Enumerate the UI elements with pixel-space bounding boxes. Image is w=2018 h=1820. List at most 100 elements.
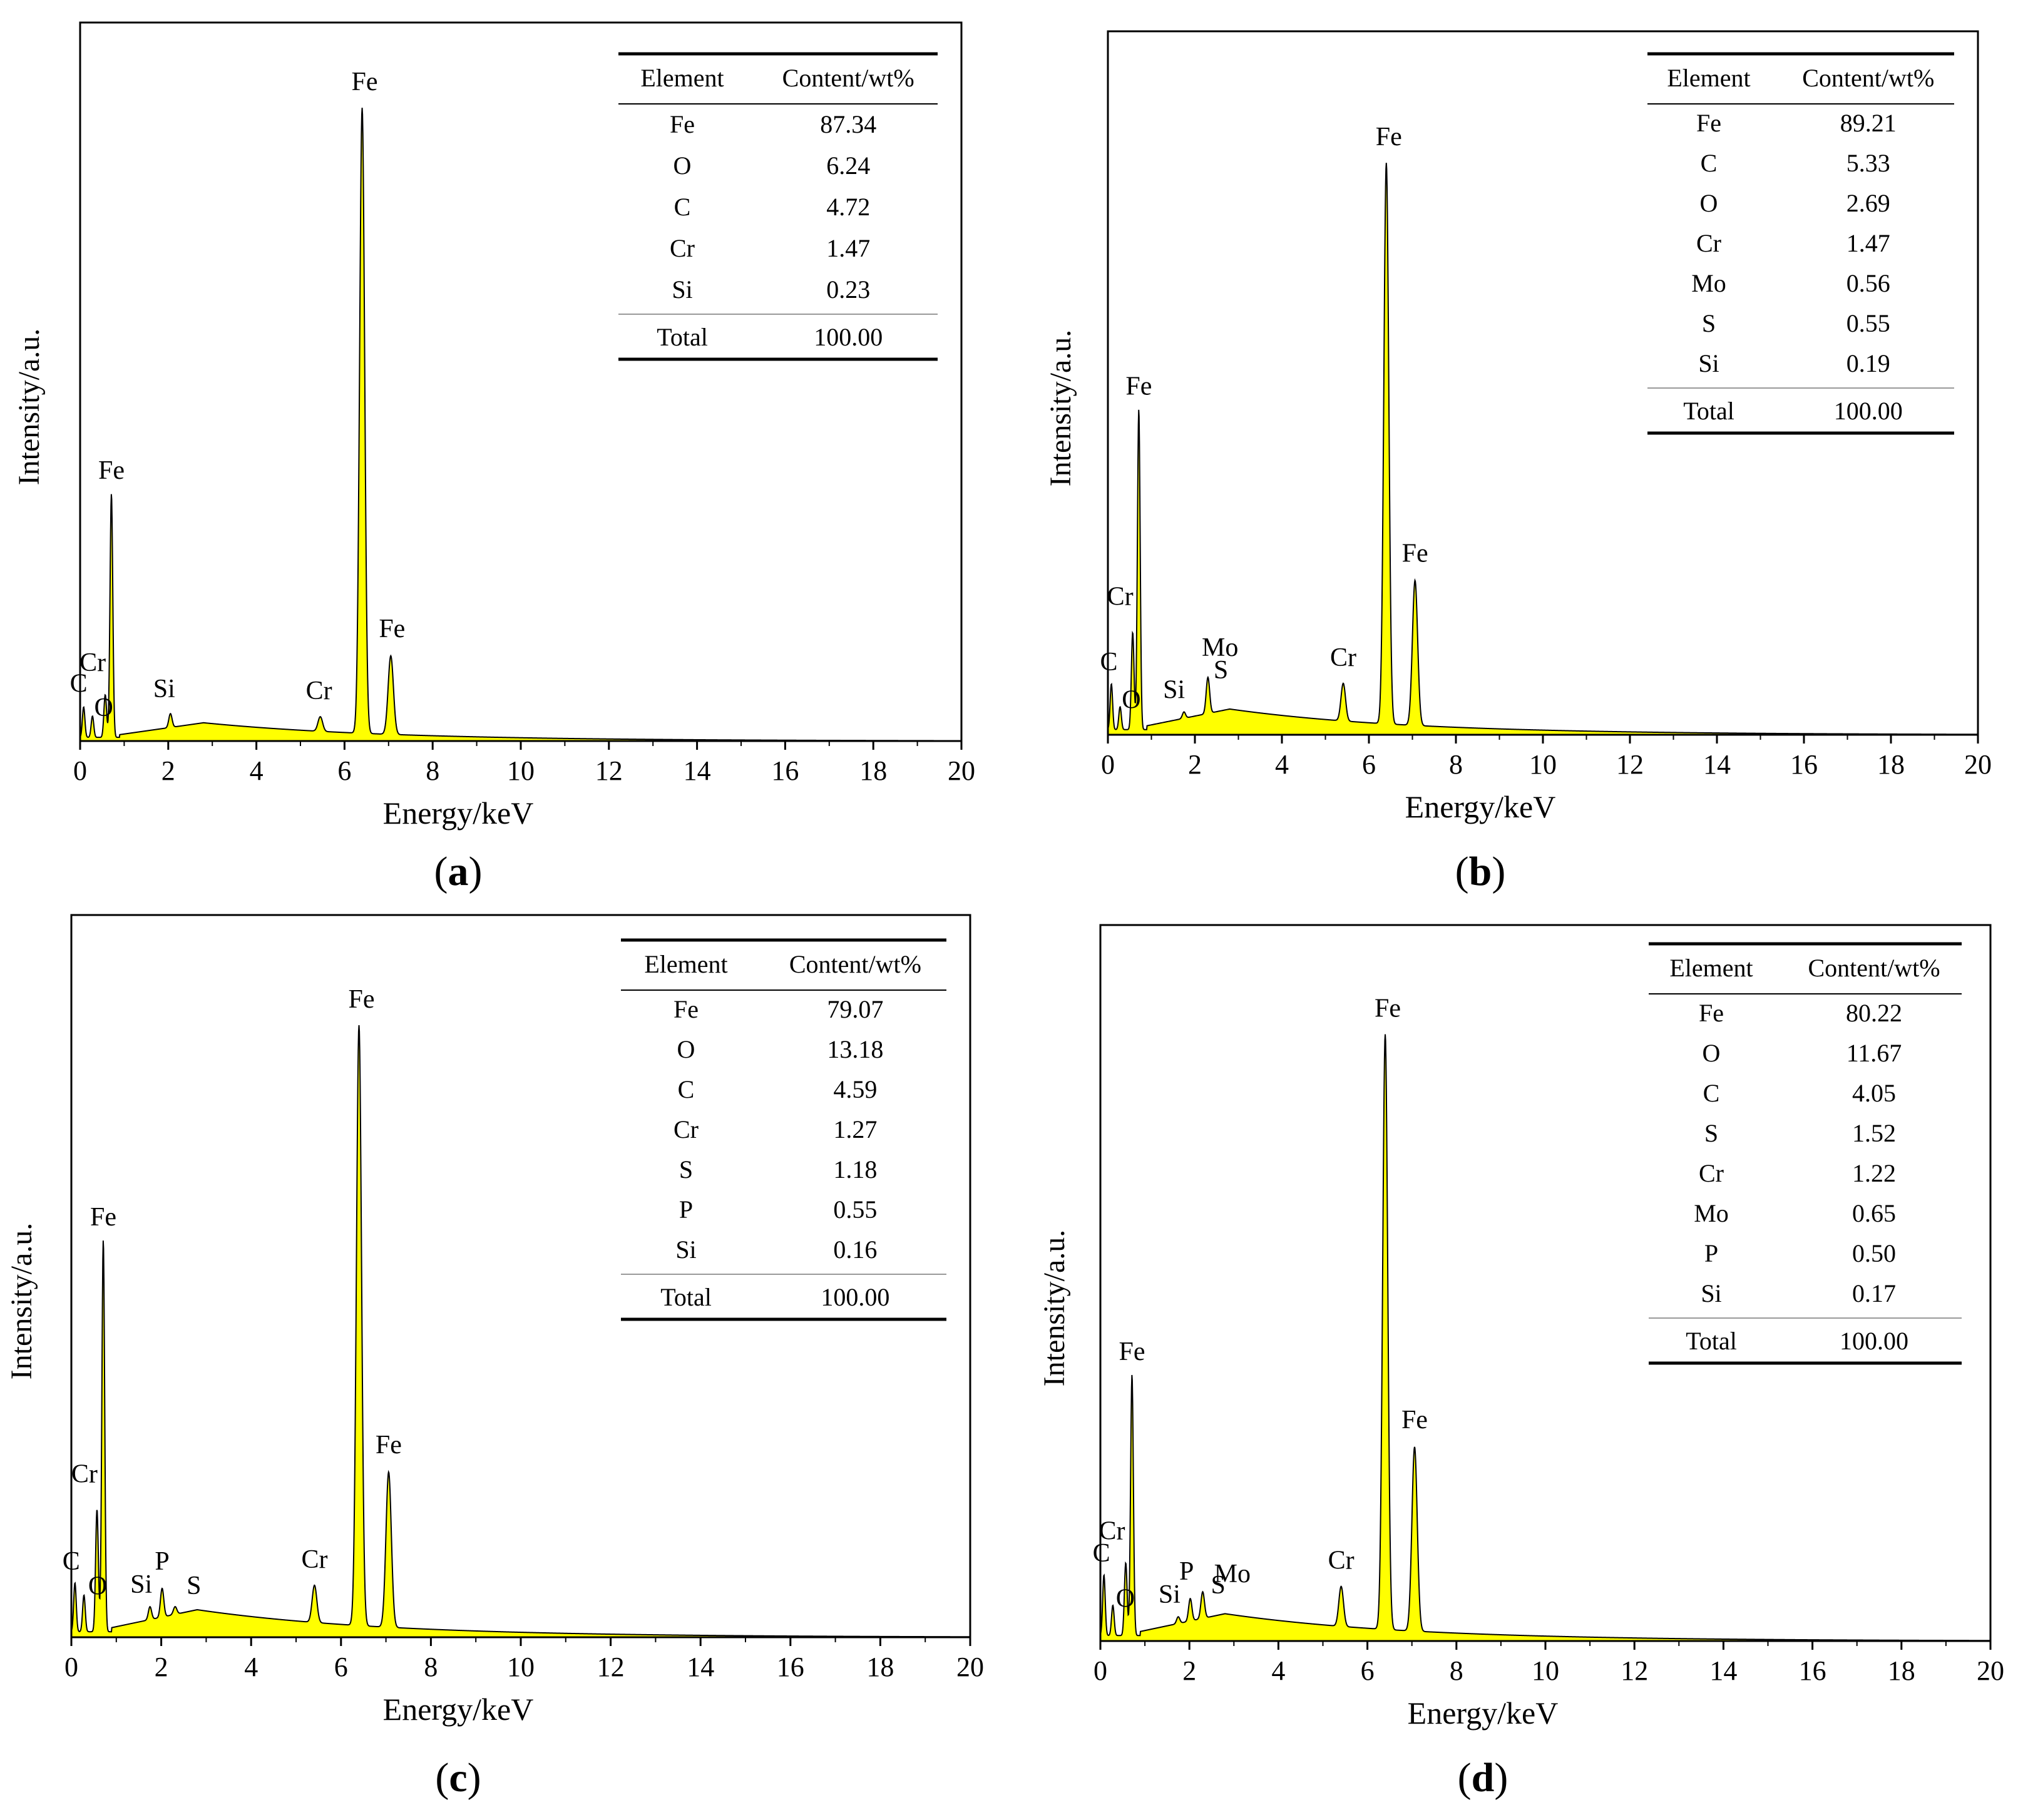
- peak-label-si: Si: [1163, 675, 1185, 704]
- peak-label-fe: Fe: [90, 1203, 116, 1232]
- table-total-label: Total: [660, 1283, 712, 1311]
- x-axis-title: Energy/keV: [383, 1692, 534, 1727]
- peak-label-s: S: [1211, 1571, 1226, 1600]
- table-total-value: 100.00: [1840, 1327, 1908, 1355]
- table-cell-element: P: [1704, 1239, 1718, 1267]
- table-total-value: 100.00: [1834, 397, 1903, 425]
- peak-label-fe: Fe: [1125, 372, 1152, 401]
- x-tick-label: 2: [1182, 1655, 1196, 1686]
- table-cell-element: Mo: [1694, 1199, 1729, 1227]
- table-cell-content: 5.33: [1846, 149, 1890, 177]
- table-cell-content: 1.27: [833, 1115, 877, 1143]
- table-cell-element: S: [1702, 309, 1716, 337]
- x-tick-label: 18: [866, 1652, 894, 1682]
- x-tick-label: 14: [1709, 1655, 1737, 1686]
- table-cell-content: 1.52: [1852, 1119, 1896, 1147]
- spectrum-area: [1100, 1034, 1991, 1642]
- table-cell-content: 1.18: [833, 1155, 877, 1184]
- table-cell-content: 87.34: [820, 110, 876, 138]
- x-tick-label: 10: [507, 755, 535, 786]
- table-cell-content: 13.18: [827, 1035, 883, 1063]
- chart-panel-d: 0 2 4 6 8 10 12 14 16 18 20 Energy/keV Intensity/a.u…: [1038, 924, 2004, 1801]
- x-tick-label: 4: [1271, 1655, 1285, 1686]
- x-tick-label: 4: [250, 755, 264, 786]
- peak-label-fe: Fe: [1376, 123, 1402, 151]
- table-cell-content: 0.50: [1852, 1239, 1896, 1267]
- table-cell-element: Si: [1701, 1279, 1721, 1307]
- peak-label-fe: Fe: [1402, 539, 1428, 568]
- peak-label-cr: Cr: [1099, 1517, 1125, 1546]
- spectrum-area: [71, 1025, 971, 1638]
- peak-label-cr: Cr: [79, 648, 106, 677]
- table-cell-content: 80.22: [1846, 999, 1902, 1027]
- table-cell-content: 4.72: [826, 193, 870, 221]
- peak-label-cr: Cr: [306, 677, 332, 705]
- y-axis-title: Intensity/a.u.: [13, 329, 46, 486]
- x-tick-label: 8: [1449, 749, 1463, 780]
- panel-caption: (b): [1455, 849, 1506, 894]
- table-cell-element: Fe: [1696, 109, 1721, 137]
- table-cell-content: 0.55: [1846, 309, 1890, 337]
- x-tick-label: 18: [1888, 1655, 1915, 1686]
- table-cell-content: 11.67: [1846, 1039, 1902, 1067]
- x-tick-label: 10: [1532, 1655, 1559, 1686]
- table-header-content: Content/wt%: [789, 950, 921, 978]
- peak-label-cr: Cr: [1107, 583, 1134, 611]
- x-tick-label: 4: [244, 1652, 258, 1682]
- peak-label-cr: Cr: [1328, 1546, 1355, 1575]
- panel-caption: (c): [435, 1755, 481, 1801]
- x-tick-label: 8: [426, 755, 439, 786]
- peak-label-p: P: [1179, 1557, 1194, 1586]
- x-tick-label: 6: [1361, 1655, 1375, 1686]
- peak-label-o: O: [95, 693, 113, 722]
- x-tick-label: 14: [687, 1652, 714, 1682]
- table-cell-element: Cr: [674, 1115, 699, 1143]
- table-header-element: Element: [1667, 64, 1750, 92]
- table-total-value: 100.00: [814, 323, 883, 351]
- table-cell-content: 0.17: [1852, 1279, 1896, 1307]
- x-axis-title: Energy/keV: [383, 795, 534, 831]
- x-tick-label: 16: [1790, 749, 1818, 780]
- x-tick-label: 2: [161, 755, 175, 786]
- x-tick-label: 8: [424, 1652, 438, 1682]
- table-header-element: Element: [640, 64, 724, 92]
- peak-label-c: C: [1100, 648, 1118, 677]
- table-cell-element: O: [1700, 189, 1718, 217]
- table-cell-element: Fe: [1699, 999, 1724, 1027]
- peak-label-o: O: [1116, 1585, 1135, 1613]
- table-total-value: 100.00: [821, 1283, 889, 1311]
- table-header-content: Content/wt%: [1808, 954, 1940, 982]
- y-axis-title: Intensity/a.u.: [5, 1223, 38, 1380]
- peak-label-mo: Mo: [1202, 633, 1238, 662]
- x-tick-label: 2: [1188, 749, 1202, 780]
- table-cell-element: Cr: [1699, 1159, 1724, 1187]
- table-cell-element: S: [679, 1155, 693, 1184]
- peak-label-fe: Fe: [98, 456, 125, 485]
- table-cell-element: Cr: [1696, 229, 1721, 257]
- x-tick-label: 16: [777, 1652, 804, 1682]
- table-cell-content: 89.21: [1840, 109, 1897, 137]
- chart-panel-c: 0 2 4 6 8 10 12 14 16 18 20 Energy/keV Intensity/a.u…: [5, 914, 984, 1801]
- x-tick-label: 4: [1275, 749, 1289, 780]
- x-tick-label: 18: [859, 755, 887, 786]
- x-tick-label: 10: [1529, 749, 1557, 780]
- table-cell-content: 2.69: [1846, 189, 1890, 217]
- peak-label-cr: Cr: [301, 1545, 327, 1574]
- x-tick-label: 12: [595, 755, 623, 786]
- table-cell-content: 1.22: [1852, 1159, 1896, 1187]
- x-tick-label: 0: [1101, 749, 1115, 780]
- table-cell-element: P: [679, 1195, 693, 1224]
- plot-frame: [70, 914, 971, 1639]
- peak-label-fe: Fe: [352, 68, 378, 96]
- x-tick-label: 14: [684, 755, 711, 786]
- table-cell-content: 4.59: [833, 1075, 877, 1103]
- peak-label-si: Si: [1159, 1580, 1181, 1609]
- table-cell-content: 0.16: [833, 1235, 877, 1264]
- x-tick-label: 12: [1616, 749, 1644, 780]
- panel-caption: (d): [1458, 1755, 1508, 1801]
- table-cell-content: 6.24: [826, 151, 870, 180]
- table-cell-element: C: [1703, 1079, 1720, 1107]
- table-cell-content: 0.23: [826, 275, 870, 304]
- chart-panel-b: 0 2 4 6 8 10 12 14 16 18 20 Energy/keV Intensity/a.u…: [1044, 30, 1992, 894]
